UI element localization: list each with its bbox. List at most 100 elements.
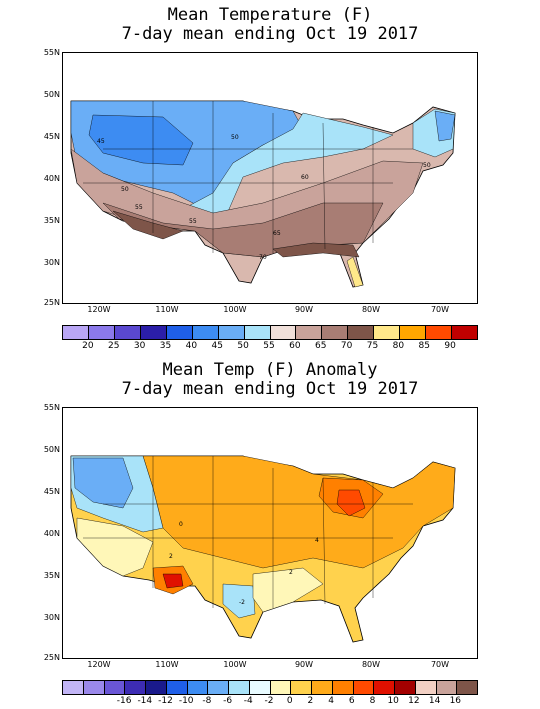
map2-state-lines (83, 456, 413, 608)
map1-colorbar-label: 65 (315, 341, 327, 351)
map1-title-line1: Mean Temperature (F) (167, 5, 373, 25)
map1-svg: 45 50 60 50 55 55 65 70 50 (70, 100, 456, 288)
map1-colorbar-label: 70 (340, 341, 353, 351)
map2-lon-label: 110W (155, 660, 179, 669)
map2-lat-label: 25N (43, 653, 60, 662)
map2-lat-label: 35N (43, 571, 60, 580)
map2-colorbar-label: 10 (387, 696, 399, 706)
map1-contour-label: 65 (273, 230, 281, 237)
map2-lat-label: 45N (43, 487, 60, 496)
map1-contour-label: 50 (121, 186, 129, 193)
map2-colorbar-label: 6 (348, 696, 355, 706)
colorbar-swatch (426, 326, 453, 339)
colorbar-swatch (63, 326, 89, 339)
map2-contour-label: 0 (179, 521, 183, 528)
map2-colorbar-label: -6 (223, 696, 233, 706)
map1-lon-label: 70W (430, 305, 450, 314)
map1-colorbar-label: 25 (108, 341, 120, 351)
map1-lat-label: 40N (43, 174, 60, 183)
map1-colorbar-label: 35 (159, 341, 172, 351)
map2-lon-label: 80W (361, 660, 381, 669)
colorbar-swatch (296, 326, 323, 339)
map1-colorbar-label: 75 (366, 341, 379, 351)
colorbar-swatch (457, 681, 477, 694)
map2-colorbar-label: 14 (428, 696, 441, 706)
map1-colorbar-label: 50 (237, 341, 249, 351)
colorbar-swatch (332, 681, 354, 694)
map1-contour-label: 45 (97, 138, 105, 145)
map2-lat-label: 30N (43, 613, 60, 622)
map2-colorbar-label: 12 (408, 696, 420, 706)
map2-region-south-cool (252, 567, 324, 613)
colorbar-swatch (88, 326, 115, 339)
map2-colorbar-label: -12 (158, 696, 173, 706)
colorbar-swatch (415, 681, 437, 694)
colorbar-swatch (436, 681, 458, 694)
map1-colorbar (62, 325, 478, 340)
colorbar-swatch (291, 681, 312, 694)
colorbar-swatch (187, 681, 209, 694)
map1-colorbar-label: 80 (392, 341, 405, 351)
colorbar-swatch (374, 326, 401, 339)
colorbar-swatch (104, 681, 126, 694)
map2-title-line2: 7-day mean ending Oct 19 2017 (121, 379, 419, 399)
colorbar-swatch (166, 681, 188, 694)
map1-contour-label: 55 (135, 204, 143, 211)
map1-lat-label: 45N (43, 132, 60, 141)
map2-contour-label: 4 (315, 537, 319, 544)
map2-lat-label: 40N (43, 529, 60, 538)
map2-colorbar-label: -4 (243, 696, 253, 706)
colorbar-swatch (192, 326, 219, 339)
map1-contour-label: 50 (423, 162, 431, 169)
colorbar-swatch (63, 681, 84, 694)
map2-contour-label: 2 (289, 569, 293, 576)
colorbar-swatch (322, 326, 349, 339)
map2-contour-label: -2 (239, 599, 245, 606)
map2-panel: 0 2 4 2 -2 (62, 407, 478, 659)
map2-colorbar-label: 4 (328, 696, 334, 706)
map1-lat-label: 25N (43, 298, 60, 307)
map1-contour-label: 70 (259, 254, 267, 261)
map1-lon-label: 100W (223, 305, 247, 314)
map1-region-55 (182, 112, 394, 224)
map2-region-mi-hot (336, 489, 366, 517)
map2-svg: 0 2 4 2 -2 (70, 455, 456, 643)
map2-region-cool-nw2 (72, 457, 134, 509)
map2-region-warm-4 (142, 455, 456, 569)
map2-colorbar-label: -10 (178, 696, 194, 706)
colorbar-swatch (125, 681, 146, 694)
colorbar-swatch (249, 681, 271, 694)
colorbar-swatch (244, 326, 271, 339)
map1-contour-label: 60 (301, 174, 309, 181)
map1-colorbar-label: 55 (263, 341, 275, 351)
colorbar-swatch (218, 326, 245, 339)
colorbar-swatch (270, 681, 292, 694)
map1-region-75 (112, 210, 360, 258)
map2-lon-label: 90W (294, 660, 314, 669)
map1-colorbar-label: 20 (82, 341, 94, 351)
map1-florida-warm (346, 256, 364, 288)
map1-lon-label: 90W (294, 305, 314, 314)
map2-colorbar (62, 680, 478, 695)
map2-colorbar-label: -8 (202, 696, 212, 706)
map1-region-ne-blue (434, 110, 456, 142)
colorbar-swatch (114, 326, 141, 339)
map2-colorbar-label: 2 (307, 696, 314, 706)
map2-lon-label: 120W (87, 660, 111, 669)
colorbar-swatch (229, 681, 250, 694)
colorbar-swatch (270, 326, 297, 339)
colorbar-swatch (146, 681, 167, 694)
map1-lat-label: 35N (43, 216, 60, 225)
map1-lon-label: 110W (155, 305, 179, 314)
colorbar-swatch (140, 326, 167, 339)
colorbar-swatch (312, 681, 333, 694)
colorbar-swatch (166, 326, 193, 339)
map2-colorbar-label: 0 (286, 696, 293, 706)
map1-colorbar-label: 30 (133, 341, 146, 351)
map1-state-lines (83, 101, 413, 253)
map2-contour-label: 2 (169, 553, 173, 560)
map2-colorbar-label: -16 (116, 696, 132, 706)
map1-lon-label: 120W (87, 305, 111, 314)
map1-lat-label: 30N (43, 258, 60, 267)
map1-colorbar-label: 45 (211, 341, 223, 351)
